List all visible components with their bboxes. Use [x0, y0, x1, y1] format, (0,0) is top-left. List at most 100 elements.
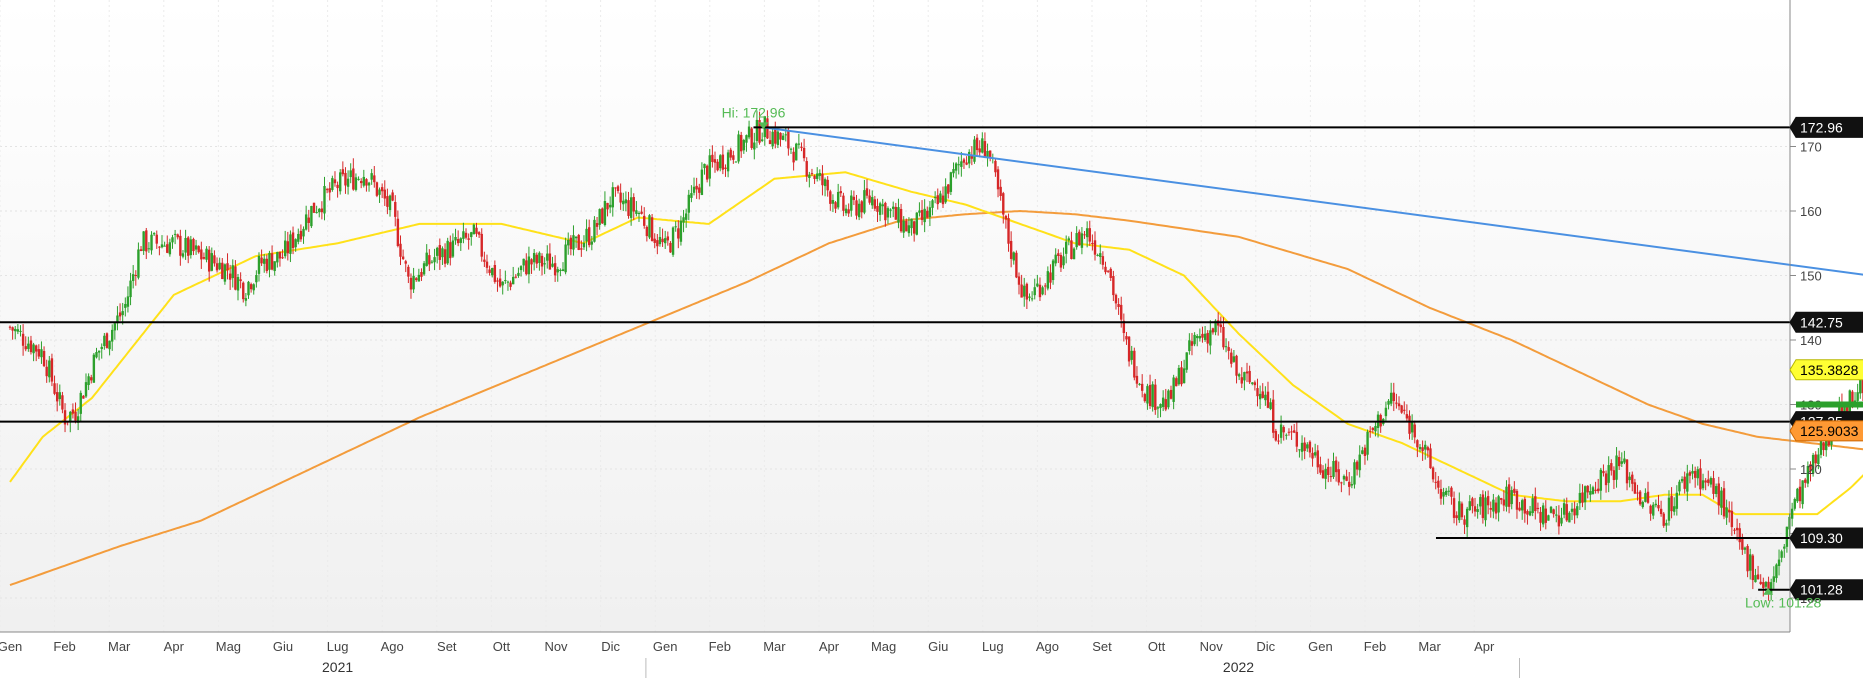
- candle-body: [37, 349, 41, 357]
- candle-body: [205, 248, 208, 260]
- candle-body: [1256, 388, 1259, 397]
- candle-body: [1591, 487, 1595, 495]
- candle-body: [1319, 464, 1322, 473]
- candle-body: [1227, 347, 1230, 351]
- candle-body: [166, 244, 169, 253]
- candle-body: [1492, 499, 1495, 512]
- x-tick-label: Apr: [164, 639, 185, 654]
- candle-body: [698, 187, 701, 193]
- candle-body: [289, 234, 292, 254]
- candle-body: [1447, 490, 1451, 492]
- candle-body: [1602, 471, 1605, 474]
- x-tick-label: Nov: [544, 639, 568, 654]
- candle-body: [737, 134, 740, 162]
- candle-body: [511, 276, 515, 285]
- candle-body: [1272, 399, 1275, 433]
- candle-body: [506, 281, 510, 283]
- candle-body: [1798, 486, 1802, 502]
- axis-value-badge: 125.9033: [1789, 420, 1863, 442]
- candle-body: [742, 139, 746, 151]
- candle-body: [1604, 473, 1608, 486]
- candle-body: [797, 143, 801, 145]
- candle-body: [1822, 442, 1825, 451]
- candle-body: [498, 278, 502, 287]
- candle-body: [1541, 505, 1545, 525]
- candle-body: [302, 228, 305, 237]
- candle-body: [1667, 497, 1671, 521]
- candle-body: [32, 344, 35, 354]
- candle-body: [1859, 376, 1862, 394]
- candle-body: [1686, 473, 1689, 492]
- candle-body: [71, 409, 75, 414]
- candle-body: [163, 245, 166, 247]
- candle-body: [1009, 240, 1013, 259]
- candle-body: [834, 202, 837, 209]
- x-tick-label: Gen: [653, 639, 678, 654]
- candle-body: [886, 208, 890, 218]
- candle-body: [1583, 486, 1587, 503]
- candle-body: [1292, 430, 1296, 433]
- candle-body: [910, 218, 913, 229]
- candle-body: [601, 208, 604, 224]
- candle-body: [1198, 335, 1202, 339]
- candle-body: [304, 214, 308, 230]
- candle-body: [1172, 377, 1175, 402]
- candle-body: [1507, 484, 1511, 507]
- candle-body: [1072, 248, 1076, 260]
- candle-body: [27, 343, 30, 349]
- candle-body: [1133, 350, 1136, 378]
- candle-body: [509, 282, 512, 287]
- candle-body: [383, 189, 386, 199]
- candle-body: [926, 210, 929, 218]
- candle-body: [758, 120, 761, 143]
- candle-body: [1395, 402, 1398, 404]
- candle-body: [593, 219, 596, 242]
- candle-body: [1597, 488, 1600, 492]
- candle-body: [113, 323, 117, 331]
- candle-body: [1387, 400, 1390, 405]
- candle-body: [1528, 511, 1532, 516]
- candle-body: [1796, 488, 1799, 502]
- x-tick-label: Apr: [819, 639, 840, 654]
- candle-body: [359, 181, 363, 184]
- candle-body: [580, 248, 583, 250]
- candle-body: [407, 266, 410, 277]
- candle-body: [687, 194, 690, 213]
- candle-body: [860, 201, 863, 213]
- candle-body: [433, 257, 436, 263]
- candle-body: [567, 239, 570, 246]
- candle-body: [430, 261, 434, 263]
- candle-body: [184, 237, 187, 253]
- candle-body: [836, 191, 840, 208]
- candle-body: [1628, 476, 1631, 481]
- candle-body: [401, 256, 405, 260]
- candle-body: [268, 252, 271, 270]
- candle-body: [352, 168, 355, 190]
- candle-body: [1368, 430, 1372, 432]
- candle-body: [1555, 514, 1558, 516]
- candle-body: [863, 190, 866, 213]
- candle-body: [1164, 399, 1167, 410]
- candle-body: [1845, 402, 1849, 417]
- candle-body: [692, 186, 696, 193]
- candle-body: [1091, 242, 1094, 244]
- candle-body: [1722, 488, 1726, 517]
- candle-body: [603, 201, 607, 225]
- candle-body: [315, 212, 318, 214]
- candle-body: [884, 202, 887, 221]
- candle-body: [1565, 504, 1568, 521]
- candle-body: [637, 213, 641, 215]
- candle-body: [852, 196, 856, 200]
- candle-body: [1531, 498, 1534, 514]
- candle-body: [231, 265, 234, 279]
- candle-body: [1631, 474, 1634, 484]
- candle-body: [1434, 481, 1437, 483]
- candle-body: [1633, 482, 1637, 494]
- candle-body: [1085, 228, 1089, 238]
- candle-body: [973, 139, 976, 162]
- candle-body: [535, 254, 538, 264]
- candle-body: [1392, 392, 1395, 402]
- candle-body: [816, 173, 819, 179]
- candle-body: [671, 227, 675, 255]
